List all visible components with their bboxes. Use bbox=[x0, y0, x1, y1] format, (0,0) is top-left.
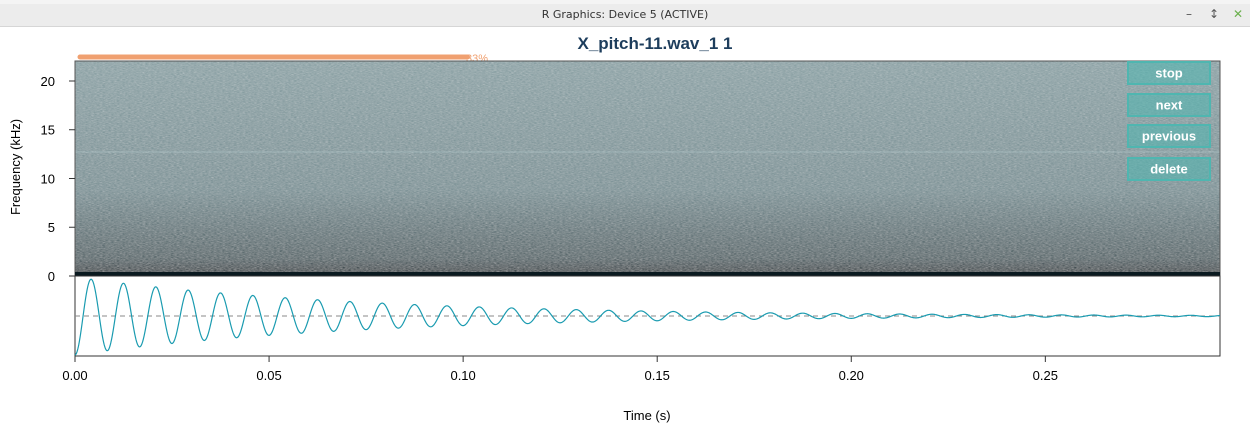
previous-button-bg bbox=[1127, 124, 1211, 148]
y-tick-label: 20 bbox=[41, 74, 55, 89]
previous-button[interactable]: previous bbox=[1127, 124, 1211, 148]
window-titlebar: R Graphics: Device 5 (ACTIVE) – ↕ ✕ bbox=[0, 4, 1250, 27]
x-tick-label: 0.25 bbox=[1033, 368, 1058, 383]
y-tick-label: 10 bbox=[41, 171, 55, 186]
x-tick-label: 0.10 bbox=[450, 368, 475, 383]
delete-button-label: delete bbox=[1150, 162, 1188, 177]
top-strip bbox=[0, 0, 1250, 4]
chart-title: X_pitch-11.wav_1 1 bbox=[578, 34, 733, 53]
spectrogram-image bbox=[75, 61, 1220, 276]
x-tick-label: 0.00 bbox=[62, 368, 87, 383]
next-button-label: next bbox=[1156, 98, 1183, 113]
stop-button[interactable]: stop bbox=[1127, 61, 1211, 85]
restore-icon[interactable]: ↕ bbox=[1209, 7, 1220, 21]
spectrogram-low-band bbox=[75, 272, 1220, 276]
waveform-line bbox=[74, 278, 1221, 356]
next-button-bg bbox=[1127, 93, 1211, 117]
stop-button-label: stop bbox=[1155, 66, 1183, 81]
y-tick-label: 5 bbox=[48, 220, 55, 235]
x-tick-label: 0.20 bbox=[839, 368, 864, 383]
close-icon[interactable]: ✕ bbox=[1233, 7, 1244, 21]
delete-button-bg bbox=[1127, 157, 1211, 181]
y-tick-label: 15 bbox=[41, 123, 55, 138]
next-button[interactable]: next bbox=[1127, 93, 1211, 117]
y-axis-label: Frequency (kHz) bbox=[8, 119, 23, 215]
stop-button-bg bbox=[1127, 61, 1211, 85]
x-tick-label: 0.05 bbox=[256, 368, 281, 383]
previous-button-label: previous bbox=[1142, 129, 1196, 144]
x-tick-label: 0.15 bbox=[645, 368, 670, 383]
y-tick-label: 0 bbox=[48, 269, 55, 284]
window-title: R Graphics: Device 5 (ACTIVE) bbox=[541, 8, 709, 21]
x-axis-label: Time (s) bbox=[623, 408, 670, 423]
minimize-icon[interactable]: – bbox=[1186, 7, 1192, 21]
delete-button[interactable]: delete bbox=[1127, 157, 1211, 181]
